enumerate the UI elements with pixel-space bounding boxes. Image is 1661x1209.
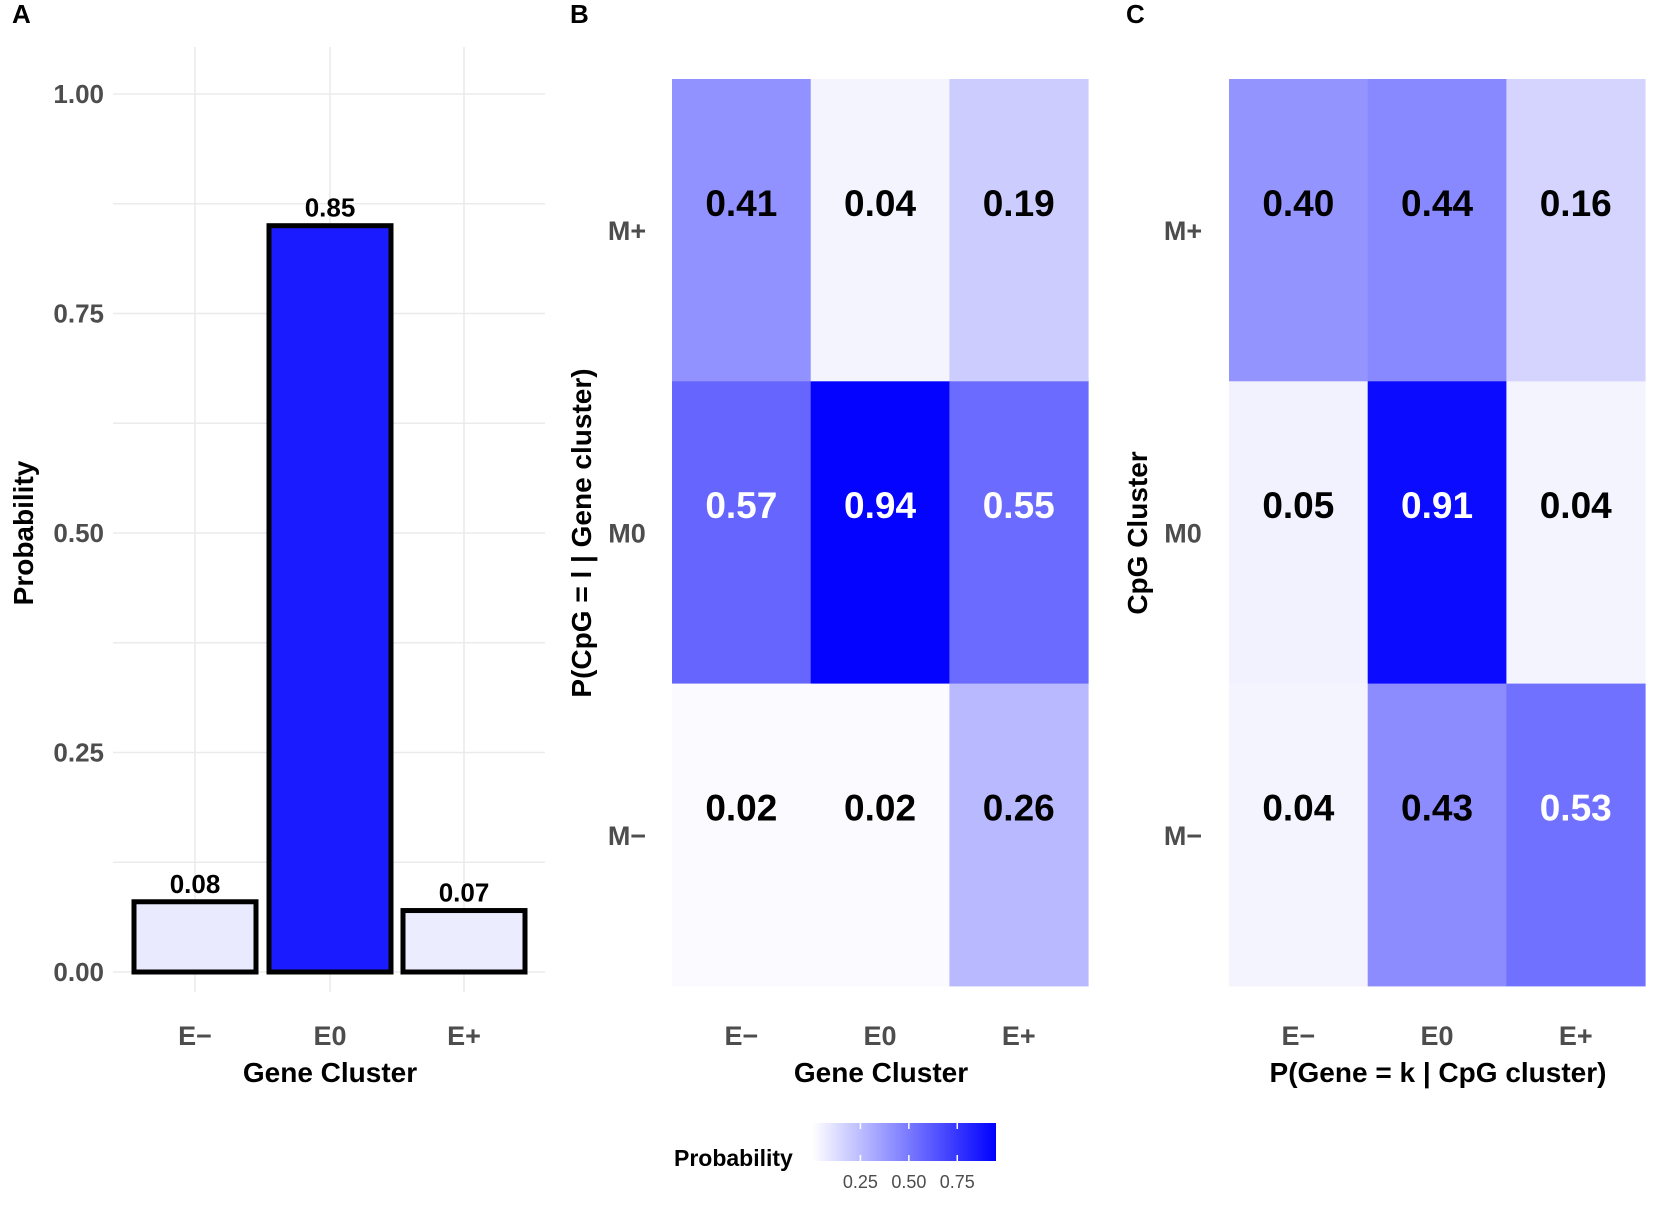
heatmap-cell-label: 0.26 xyxy=(983,788,1055,829)
heatmap-tile xyxy=(1506,79,1646,382)
x-tick-label: E0 xyxy=(313,1021,346,1051)
x-tick-label: E− xyxy=(724,1021,758,1051)
bar-0 xyxy=(131,899,259,975)
y-tick-label: M+ xyxy=(608,216,646,246)
heatmap-cell-label: 0.44 xyxy=(1401,183,1473,224)
panel-b-heatmap: B 0.41 0.04 0.19 0.57 0.94 0.55 0.02 0.02 0.26 E… xyxy=(566,0,1089,1088)
heatmap-tile xyxy=(1229,79,1369,382)
legend-tick-label: 0.75 xyxy=(940,1172,975,1192)
heatmap-tile xyxy=(1367,381,1507,685)
color-legend: Probability 0.25 0.50 0.75 xyxy=(674,1123,996,1192)
legend-tick-label: 0.50 xyxy=(891,1172,926,1192)
x-tick-label: E+ xyxy=(447,1021,481,1051)
panel-b-x-axis-title: Gene Cluster xyxy=(794,1057,968,1088)
panel-c-letter: C xyxy=(1126,0,1145,29)
y-tick-label: M0 xyxy=(1164,518,1202,548)
panel-b-cell-labels: 0.41 0.04 0.19 0.57 0.94 0.55 0.02 0.02 0.26 xyxy=(705,183,1054,829)
x-tick-label: E0 xyxy=(864,1021,897,1051)
panel-a-y-tick-labels: 0.00 0.25 0.50 0.75 1.00 xyxy=(53,79,104,987)
panel-a-x-axis-title: Gene Cluster xyxy=(243,1057,417,1088)
panel-c-cell-labels: 0.40 0.44 0.16 0.05 0.91 0.04 0.04 0.43 0.53 xyxy=(1262,183,1612,829)
x-tick-label: E0 xyxy=(1421,1021,1454,1051)
bar-value-label: 0.07 xyxy=(439,878,490,908)
panel-c-y-tick-labels: M+ M0 M− xyxy=(1164,216,1202,851)
panel-c-x-tick-labels: E− E0 E+ xyxy=(1281,1021,1592,1051)
heatmap-cell-label: 0.19 xyxy=(983,183,1055,224)
bar-1 xyxy=(266,223,394,975)
heatmap-cell-label: 0.43 xyxy=(1401,788,1473,829)
y-tick-label: 1.00 xyxy=(53,79,104,109)
heatmap-tile xyxy=(1229,381,1369,685)
panel-a-value-labels: 0.08 0.85 0.07 xyxy=(170,193,490,908)
heatmap-cell-label: 0.05 xyxy=(1262,485,1334,526)
heatmap-cell-label: 0.16 xyxy=(1540,183,1612,224)
y-tick-label: M0 xyxy=(608,518,646,548)
heatmap-tile xyxy=(949,79,1089,382)
heatmap-tile xyxy=(1367,79,1507,382)
heatmap-cell-label: 0.40 xyxy=(1262,183,1334,224)
bar-value-label: 0.08 xyxy=(170,869,221,899)
y-tick-label: 0.50 xyxy=(53,518,104,548)
legend-title: Probability xyxy=(674,1145,793,1171)
heatmap-cell-label: 0.55 xyxy=(983,485,1055,526)
panel-b-x-tick-labels: E− E0 E+ xyxy=(724,1021,1035,1051)
panel-b-y-axis-title: P(CpG = l | Gene cluster) xyxy=(566,368,597,697)
panel-c-tiles xyxy=(1229,79,1646,987)
y-tick-label: 0.25 xyxy=(53,738,104,768)
heatmap-tile xyxy=(1506,683,1646,987)
y-tick-label: M− xyxy=(1164,821,1202,851)
bar-2 xyxy=(400,908,528,975)
heatmap-cell-label: 0.04 xyxy=(844,183,916,224)
panel-b-y-tick-labels: M+ M0 M− xyxy=(608,216,646,851)
heatmap-cell-label: 0.53 xyxy=(1540,788,1612,829)
panel-a-x-tick-labels: E− E0 E+ xyxy=(178,1021,481,1051)
y-tick-label: 0.00 xyxy=(53,957,104,987)
heatmap-cell-label: 0.02 xyxy=(705,788,777,829)
heatmap-tile xyxy=(1506,381,1646,685)
panel-a-y-axis-title: Probability xyxy=(8,460,39,605)
panel-c-y-axis-title: CpG Cluster xyxy=(1122,451,1153,614)
legend-tick-label: 0.25 xyxy=(843,1172,878,1192)
y-tick-label: 0.75 xyxy=(53,299,104,329)
heatmap-cell-label: 0.57 xyxy=(705,485,777,526)
y-tick-label: M+ xyxy=(1164,216,1202,246)
panel-a-bars xyxy=(131,223,528,975)
heatmap-tile xyxy=(1229,683,1369,987)
heatmap-tile xyxy=(810,79,950,382)
heatmap-cell-label: 0.02 xyxy=(844,788,916,829)
y-tick-label: M− xyxy=(608,821,646,851)
x-tick-label: E+ xyxy=(1559,1021,1593,1051)
heatmap-cell-label: 0.41 xyxy=(705,183,777,224)
heatmap-tile xyxy=(949,381,1089,685)
bar-value-label: 0.85 xyxy=(305,193,356,223)
heatmap-cell-label: 0.91 xyxy=(1401,485,1473,526)
legend-ticks: 0.25 0.50 0.75 xyxy=(843,1123,975,1192)
heatmap-tile xyxy=(672,79,812,382)
x-tick-label: E− xyxy=(178,1021,212,1051)
heatmap-tile xyxy=(810,381,950,685)
x-tick-label: E− xyxy=(1281,1021,1315,1051)
x-tick-label: E+ xyxy=(1002,1021,1036,1051)
legend-colorbar xyxy=(812,1123,996,1161)
heatmap-tile xyxy=(949,683,1089,987)
heatmap-tile xyxy=(672,381,812,685)
heatmap-cell-label: 0.04 xyxy=(1540,485,1612,526)
panel-b-tiles xyxy=(672,79,1089,987)
panel-b-letter: B xyxy=(570,0,589,29)
panel-a-letter: A xyxy=(12,0,31,29)
heatmap-tile xyxy=(672,683,812,987)
panel-c-x-axis-title: P(Gene = k | CpG cluster) xyxy=(1270,1057,1607,1088)
heatmap-tile xyxy=(810,683,950,987)
heatmap-cell-label: 0.94 xyxy=(844,485,916,526)
heatmap-cell-label: 0.04 xyxy=(1262,788,1334,829)
panel-a-bar-chart: A 0.000.250.500.751.00 E− E0 E+ 0.080.850.… xyxy=(8,0,545,1088)
panel-c-heatmap: C 0.40 0.44 0.16 0.05 0.91 0.04 0.04 0.43 0.53 E… xyxy=(1122,0,1646,1088)
heatmap-tile xyxy=(1367,683,1507,987)
